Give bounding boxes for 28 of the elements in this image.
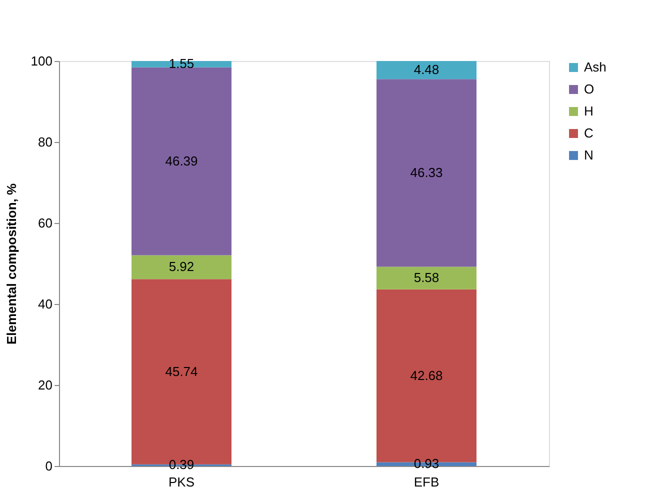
data-label: 1.55 [168, 56, 194, 72]
bar [132, 67, 232, 256]
data-label: 5.58 [414, 270, 440, 286]
x-tick-label: EFB [414, 474, 440, 490]
y-tick-label: 80 [38, 134, 52, 150]
data-label: 45.74 [165, 364, 198, 379]
y-tick-label: 100 [30, 54, 52, 68]
x-tick-label: PKS [168, 474, 195, 490]
legend-label: C [584, 126, 594, 140]
bar [376, 266, 476, 290]
bar [376, 79, 476, 267]
y-tick-label: 20 [38, 378, 52, 392]
bar [132, 61, 232, 68]
data-label: 46.39 [165, 153, 198, 168]
data-label: 46.33 [410, 164, 443, 180]
data-label: 42.68 [410, 368, 443, 383]
legend-label: O [584, 82, 594, 96]
bar [132, 255, 232, 280]
y-tick-label: 60 [38, 216, 52, 230]
legend-label: N [584, 148, 594, 162]
legend-label: H [584, 104, 594, 118]
bar [376, 61, 476, 80]
y-tick-label: 40 [38, 296, 52, 312]
y-tick-label: 0 [45, 458, 52, 474]
data-label: 4.48 [414, 62, 440, 78]
data-label: 5.92 [168, 259, 194, 274]
legend-label: Ash [584, 60, 606, 74]
y-axis-title: Elemental composition, % [4, 183, 19, 345]
